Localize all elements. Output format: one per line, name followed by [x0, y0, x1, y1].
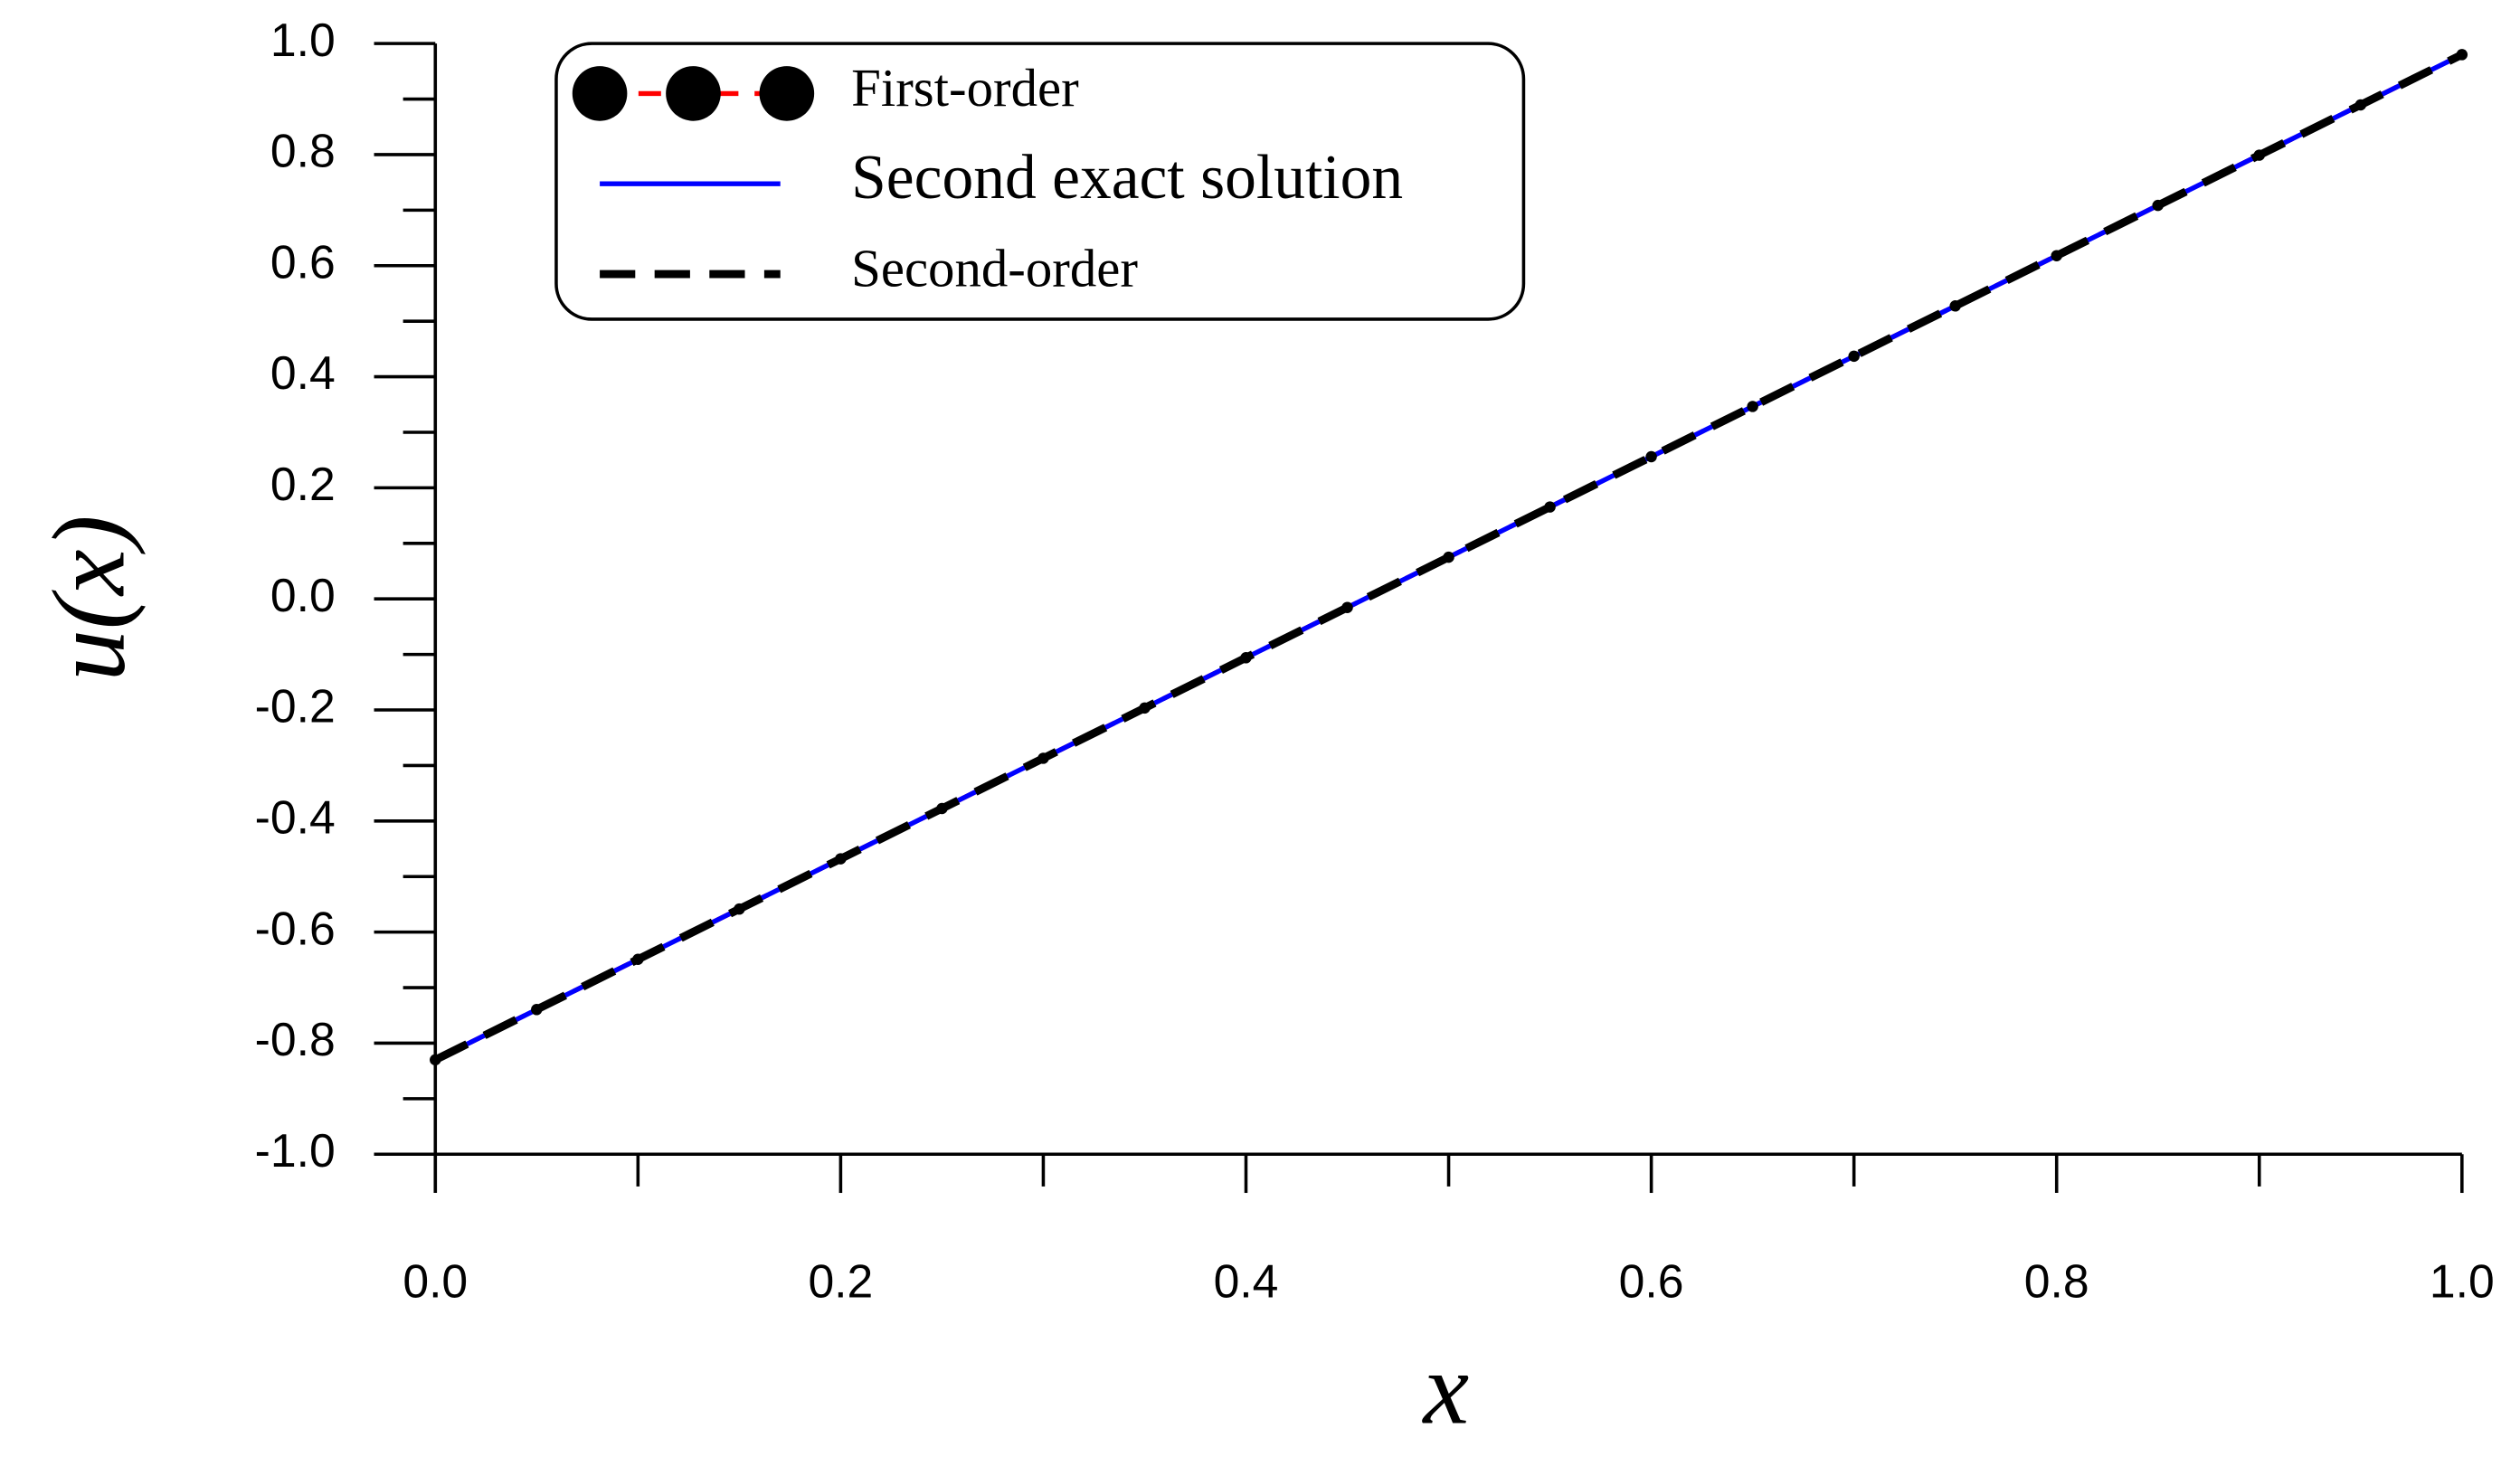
y-tick-label: 0.6	[270, 235, 336, 288]
marker	[1544, 501, 1556, 513]
x-axis-label: x	[1422, 1330, 1470, 1445]
marker	[1645, 450, 1657, 463]
marker	[2456, 49, 2468, 61]
y-axis-label: u(x)	[32, 515, 147, 681]
legend-marker	[666, 66, 721, 121]
y-tick-label: 0.4	[270, 346, 336, 399]
y-tick-label: 0.8	[270, 125, 336, 177]
x-tick-label: 1.0	[2430, 1254, 2495, 1307]
marker	[2354, 99, 2367, 111]
marker	[835, 853, 847, 865]
legend: First-order Second exact solution Second-o…	[554, 42, 1526, 321]
y-tick-label: 1.0	[270, 14, 336, 66]
legend-marker	[759, 66, 815, 121]
marker	[2152, 199, 2164, 212]
marker	[1949, 300, 1961, 312]
x-tick-label: 0.2	[808, 1254, 873, 1307]
marker	[2051, 250, 2062, 261]
marker	[1848, 350, 1860, 363]
legend-label: Second-order	[851, 240, 1138, 298]
y-tick-label: -0.4	[255, 790, 336, 843]
y-tick-label: -0.6	[255, 902, 336, 954]
marker	[430, 1054, 441, 1066]
x-tick-label: 0.8	[2024, 1254, 2089, 1307]
y-tick-label: -0.8	[255, 1013, 336, 1065]
legend-marker	[572, 66, 628, 121]
marker	[1341, 601, 1353, 613]
y-tick-label: 0.2	[270, 458, 336, 510]
marker	[531, 1004, 543, 1016]
x-tick-label: 0.6	[1619, 1254, 1684, 1307]
marker	[1037, 752, 1049, 764]
legend-label: Second exact solution	[851, 143, 1403, 213]
marker	[1747, 401, 1758, 412]
marker	[1139, 702, 1151, 714]
marker	[2253, 149, 2266, 161]
y-tick-label: -0.2	[255, 680, 336, 733]
marker	[632, 953, 644, 965]
marker	[936, 802, 948, 815]
marker	[734, 903, 745, 915]
x-tick-label: 0.0	[403, 1254, 468, 1307]
x-tick-label: 0.4	[1214, 1254, 1279, 1307]
marker	[1443, 551, 1454, 563]
marker	[1240, 652, 1252, 664]
y-tick-label: 0.0	[270, 569, 336, 621]
legend-label: First-order	[851, 59, 1079, 118]
y-tick-label: -1.0	[255, 1124, 336, 1177]
